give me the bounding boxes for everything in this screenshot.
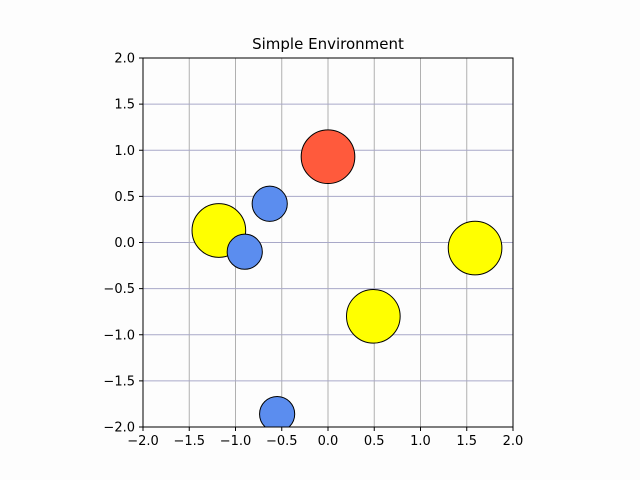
chart-title: Simple Environment bbox=[252, 35, 404, 53]
x-tick-label: −0.5 bbox=[266, 434, 298, 449]
y-tick-label: 2.0 bbox=[114, 52, 135, 67]
x-tick-label: 2.0 bbox=[503, 434, 524, 449]
circle-blue-3 bbox=[226, 233, 263, 270]
y-tick-label: 1.5 bbox=[114, 98, 135, 113]
x-tick-label: −1.0 bbox=[220, 434, 252, 449]
y-tick-label: 0.5 bbox=[114, 190, 135, 205]
y-tick-label: −1.5 bbox=[103, 374, 135, 389]
y-tick-label: 0.0 bbox=[114, 236, 135, 251]
circle-blue-6 bbox=[259, 396, 296, 427]
y-tick-label: −0.5 bbox=[103, 282, 135, 297]
x-tick-label: −2.0 bbox=[127, 434, 159, 449]
plot-area bbox=[191, 129, 503, 427]
circle-yellow-4 bbox=[447, 220, 503, 276]
y-tick-label: −2.0 bbox=[103, 421, 135, 436]
y-tick-label: 1.0 bbox=[114, 144, 135, 159]
x-tick-label: 0.5 bbox=[364, 434, 385, 449]
circle-blue-1 bbox=[251, 185, 288, 222]
circle-red-0 bbox=[300, 129, 356, 185]
x-tick-label: 1.0 bbox=[410, 434, 431, 449]
ticks: −2.0 −1.5 −1.0 −0.5 0.0 0.5 1.0 1.5 2.0−2.0−1.5−… bbox=[103, 52, 523, 450]
circle-yellow-5 bbox=[346, 288, 401, 344]
x-tick-label: −1.5 bbox=[173, 434, 205, 449]
x-tick-label: 0.0 bbox=[318, 434, 339, 449]
x-tick-label: 1.5 bbox=[456, 434, 477, 449]
y-tick-label: −1.0 bbox=[103, 328, 135, 343]
